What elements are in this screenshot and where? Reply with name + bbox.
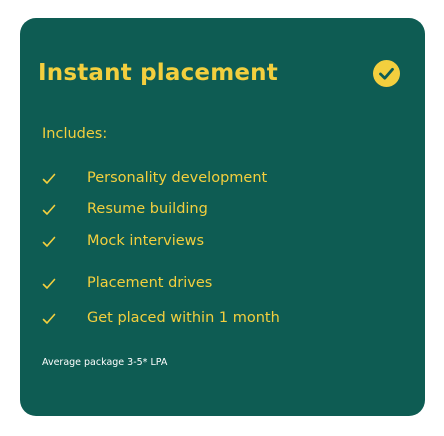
checkmark-icon <box>42 173 56 184</box>
feature-label: Placement drives <box>87 275 213 291</box>
checkmark-icon <box>42 313 56 324</box>
plan-card <box>20 18 425 416</box>
feature-label: Personality development <box>87 170 268 186</box>
includes-label: Includes: <box>42 126 108 142</box>
feature-label: Mock interviews <box>87 233 205 249</box>
feature-label: Get placed within 1 month <box>87 310 280 326</box>
feature-label: Resume building <box>87 201 208 217</box>
checkmark-icon <box>42 204 56 215</box>
plan-title: Instant placement <box>38 60 278 86</box>
check-circle-icon <box>373 60 400 87</box>
average-package-note: Average package 3-5* LPA <box>42 357 168 368</box>
checkmark-icon <box>42 236 56 247</box>
checkmark-icon <box>42 278 56 289</box>
